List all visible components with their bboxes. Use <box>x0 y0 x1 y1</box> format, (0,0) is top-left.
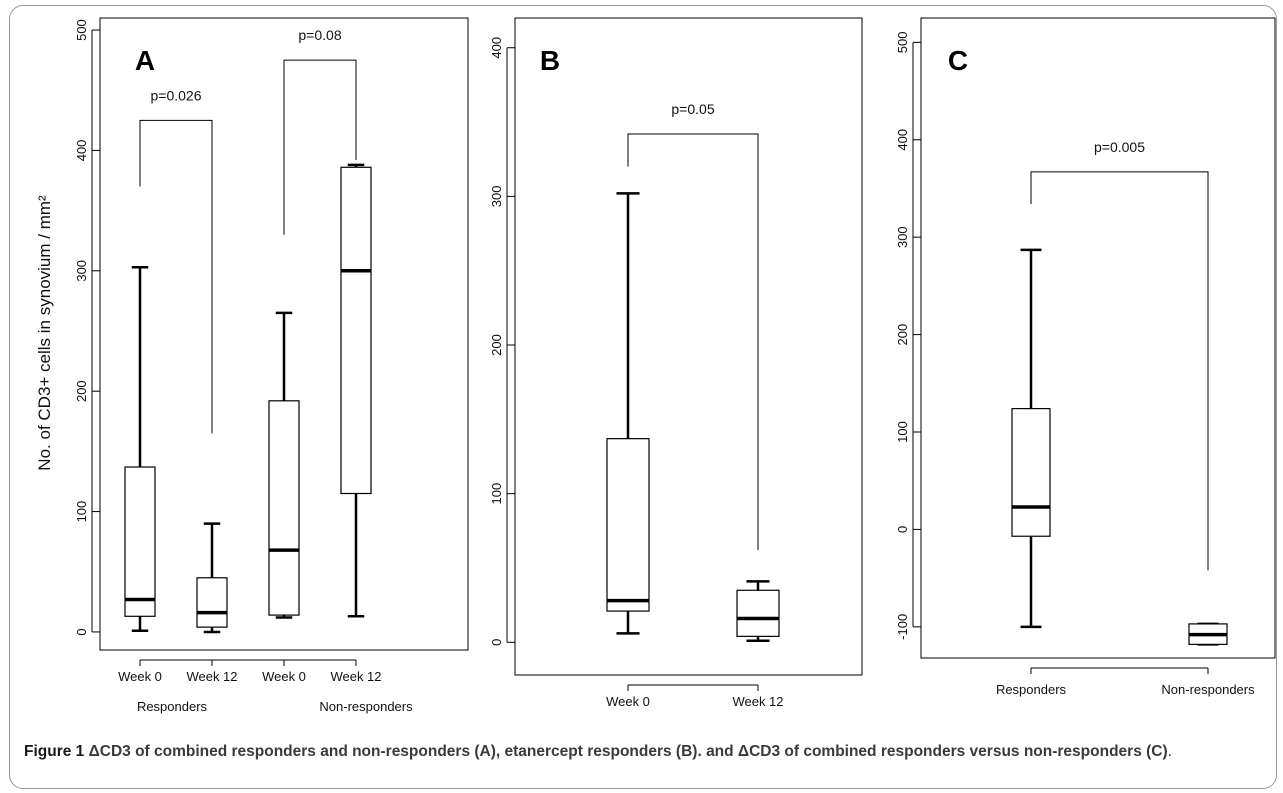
box-iqr <box>124 466 156 617</box>
box-iqr <box>606 438 650 612</box>
y-tick-label: 0 <box>895 526 910 533</box>
p-value-label: p=0.05 <box>671 101 714 117</box>
figure-panels: 0 100 200 300 400 500 No. of CD3+ cells in syn… <box>35 17 1276 714</box>
p-value-label: p=0.005 <box>1094 139 1145 155</box>
x-tick-label: Week 0 <box>118 669 162 684</box>
p-value-label: p=0.026 <box>151 87 202 103</box>
x-tick-label: Responders <box>996 682 1067 697</box>
panel-letter: A <box>135 45 155 76</box>
box-iqr <box>196 577 228 628</box>
caption-text: ΔCD3 of combined responders and non-resp… <box>88 743 1168 760</box>
group-label: Non-responders <box>319 699 413 714</box>
y-tick-label: 300 <box>74 260 89 282</box>
plot-frame <box>99 17 469 651</box>
y-tick-label: 0 <box>489 639 504 646</box>
y-tick-label: 100 <box>74 501 89 523</box>
y-tick-label: 400 <box>74 140 89 162</box>
group-label: Responders <box>137 699 208 714</box>
y-tick-label: 300 <box>489 186 504 208</box>
significance-bracket <box>627 133 759 551</box>
significance-bracket <box>139 119 213 434</box>
y-tick-label: 100 <box>489 483 504 505</box>
y-tick-label: 300 <box>895 226 910 248</box>
panel-letter: C <box>948 45 968 76</box>
y-tick-label: 200 <box>895 324 910 346</box>
panel-letter: B <box>540 45 560 76</box>
box-iqr <box>340 166 372 495</box>
box-iqr <box>1011 408 1051 537</box>
x-tick-label: Week 0 <box>606 694 650 709</box>
significance-bracket <box>1030 171 1209 571</box>
y-tick-label: -100 <box>895 614 910 640</box>
caption-end: . <box>1167 743 1172 760</box>
box-iqr <box>268 400 300 616</box>
y-tick-label: 200 <box>489 334 504 356</box>
x-tick-label: Week 12 <box>330 669 381 684</box>
caption-label: Figure 1 <box>24 743 85 760</box>
significance-bracket <box>283 59 357 235</box>
plot-frame <box>920 17 1276 659</box>
figure-caption: Figure 1 ΔCD3 of combined responders and… <box>24 741 1264 762</box>
x-tick-label: Week 12 <box>186 669 237 684</box>
x-tick-label: Non-responders <box>1161 682 1255 697</box>
p-value-label: p=0.08 <box>298 27 341 43</box>
panel-b: 0 100 200 300 400 Week 0 Week 12 p=0.05 B <box>489 17 863 709</box>
y-tick-label: 500 <box>74 19 89 41</box>
x-tick-label: Week 12 <box>732 694 783 709</box>
y-tick-label: 200 <box>74 380 89 402</box>
y-axis-title: No. of CD3+ cells in synovium / mm² <box>35 195 54 471</box>
panel-a: 0 100 200 300 400 500 No. of CD3+ cells in syn… <box>35 17 469 714</box>
y-tick-label: 0 <box>74 628 89 635</box>
y-tick-label: 100 <box>895 421 910 443</box>
y-tick-label: 400 <box>895 129 910 151</box>
y-tick-label: 500 <box>895 32 910 54</box>
y-tick-label: 400 <box>489 37 504 59</box>
box-iqr <box>736 589 780 637</box>
plot-frame <box>514 17 863 676</box>
panel-c: -100 0 100 200 300 400 500 Responders Non-respon… <box>895 17 1276 697</box>
x-tick-label: Week 0 <box>262 669 306 684</box>
